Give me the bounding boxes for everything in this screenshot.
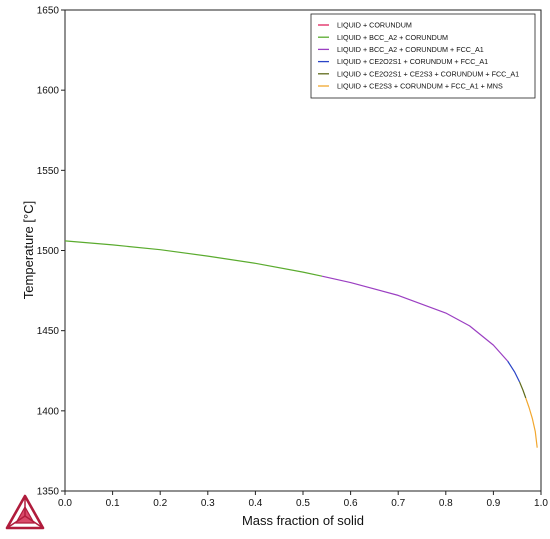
x-tick-label: 0.0 bbox=[58, 498, 72, 509]
series-line-1 bbox=[64, 240, 323, 277]
legend-label: LIQUID + CORUNDUM bbox=[337, 21, 412, 30]
legend-label: LIQUID + BCC_A2 + CORUNDUM bbox=[337, 33, 448, 42]
x-axis-ticks: 0.0 0.1 0.2 0.3 0.4 0.5 0.6 0.7 0.8 0.9 1.0 bbox=[58, 491, 548, 509]
y-tick-label: 1500 bbox=[37, 246, 60, 257]
y-axis-ticks: 1350 1400 1450 1500 1550 1600 1650 bbox=[37, 6, 65, 498]
x-tick-label: 0.2 bbox=[153, 498, 167, 509]
x-tick-label: 0.9 bbox=[486, 498, 500, 509]
y-tick-label: 1600 bbox=[37, 86, 60, 97]
legend: LIQUID + CORUNDUM LIQUID + BCC_A2 + CORUN… bbox=[310, 13, 536, 99]
x-axis-label: Mass fraction of solid bbox=[242, 513, 364, 528]
legend-label: LIQUID + BCC_A2 + CORUNDUM + FCC_A1 bbox=[337, 45, 484, 54]
x-tick-label: 0.7 bbox=[391, 498, 405, 509]
y-axis-label: Temperature [°C] bbox=[21, 201, 36, 299]
x-tick-label: 0.5 bbox=[296, 498, 310, 509]
x-tick-label: 0.8 bbox=[439, 498, 453, 509]
x-tick-label: 0.4 bbox=[248, 498, 262, 509]
series-line-2 bbox=[321, 275, 509, 362]
legend-label: LIQUID + CE2S3 + CORUNDUM + FCC_A1 + MNS bbox=[337, 82, 503, 91]
y-tick-label: 1550 bbox=[37, 166, 60, 177]
x-tick-label: 1.0 bbox=[534, 498, 548, 509]
thermo-calc-logo-icon bbox=[5, 494, 45, 530]
y-tick-label: 1350 bbox=[37, 487, 60, 498]
x-tick-label: 0.3 bbox=[201, 498, 215, 509]
legend-label: LIQUID + CE2O2S1 + CORUNDUM + FCC_A1 bbox=[337, 57, 488, 66]
y-tick-label: 1400 bbox=[37, 406, 60, 417]
y-tick-label: 1650 bbox=[37, 6, 60, 17]
y-tick-label: 1450 bbox=[37, 326, 60, 337]
series-lines bbox=[64, 240, 538, 448]
series-line-5 bbox=[525, 397, 538, 448]
series-line-3 bbox=[507, 360, 521, 383]
series-line-4 bbox=[519, 381, 527, 399]
legend-label: LIQUID + CE2O2S1 + CE2S3 + CORUNDUM + FC… bbox=[337, 69, 519, 78]
x-tick-label: 0.1 bbox=[106, 498, 120, 509]
x-tick-label: 0.6 bbox=[344, 498, 358, 509]
legend-box bbox=[310, 13, 536, 99]
